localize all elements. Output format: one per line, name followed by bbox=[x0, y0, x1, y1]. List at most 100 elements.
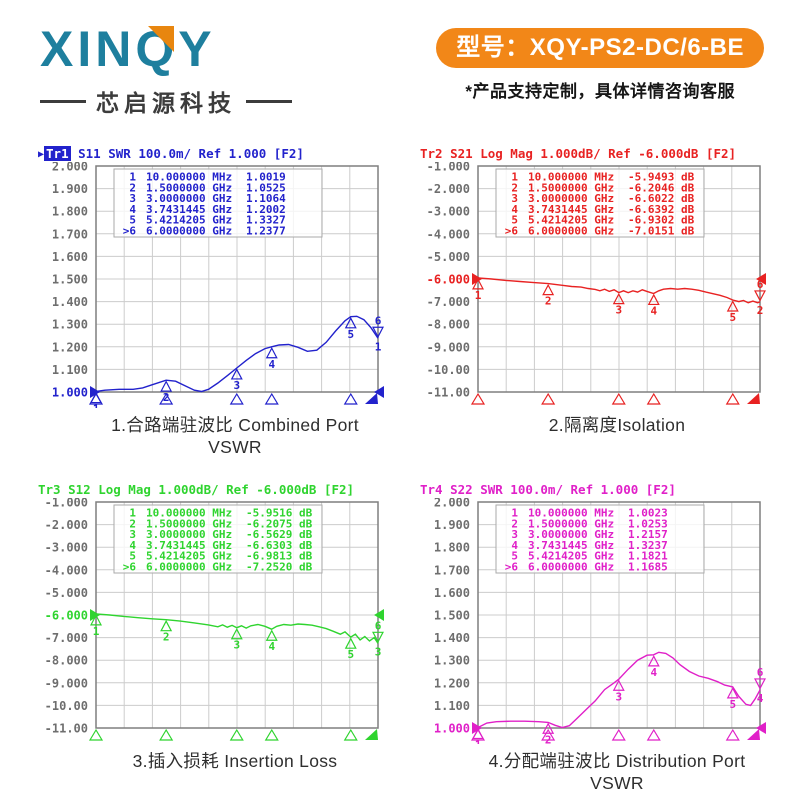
trace-line bbox=[95, 613, 379, 644]
chart-caption: 2.隔离度Isolation bbox=[548, 415, 686, 435]
marker-table-frequency: 1.5000000 GHz bbox=[528, 517, 614, 530]
marker-number: 3 bbox=[615, 690, 622, 703]
marker-table-value: 1.1685 bbox=[628, 561, 668, 574]
trace-label: Tr4 bbox=[420, 482, 443, 497]
marker-number: 5 bbox=[347, 648, 354, 661]
y-axis-tick-label: -7.000 bbox=[427, 295, 470, 309]
chart-panel-distribution-port-vswr: Tr4 S22 SWR 100.0m/ Ref 1.000 [F2] 2.000… bbox=[416, 482, 782, 794]
marker-table-value: -6.2046 dB bbox=[628, 181, 695, 194]
y-axis-tick-label: -4.000 bbox=[427, 227, 470, 241]
y-axis-tick-label: 2.000 bbox=[434, 498, 470, 510]
trace-line bbox=[477, 277, 761, 304]
stimulus-marker-triangle bbox=[541, 392, 556, 405]
marker-triangle bbox=[754, 290, 766, 302]
ref-level-arrow-right bbox=[374, 386, 384, 398]
y-axis-tick-label: 1.600 bbox=[434, 586, 470, 600]
marker-number: 6 bbox=[757, 666, 764, 679]
marker-number: 1 bbox=[93, 625, 100, 638]
marker-triangle bbox=[160, 619, 173, 632]
marker-table-frequency: 10.000000 MHz bbox=[528, 171, 614, 184]
marker-table-frequency: 5.4214205 GHz bbox=[146, 214, 232, 227]
chart-plot: 2.000 1.900 1.800 1.700 1.600 1.500 1.400 1.300… bbox=[434, 498, 766, 744]
marker-table-frequency: 5.4214205 GHz bbox=[146, 550, 232, 563]
y-axis-tick-label: -3.000 bbox=[427, 205, 470, 219]
active-trace-arrow-icon: ▶ bbox=[38, 149, 45, 160]
marker-table-value: -6.5629 dB bbox=[246, 528, 313, 541]
marker-number: 5 bbox=[729, 311, 736, 324]
marker-table-number: 4 bbox=[129, 203, 136, 216]
stimulus-marker-triangle bbox=[611, 392, 626, 405]
marker-table-frequency: 3.7431445 GHz bbox=[528, 203, 614, 216]
chart-header: Tr2 S21 Log Mag 1.000dB/ Ref -6.000dB [F… bbox=[420, 146, 782, 161]
marker-table-frequency: 6.0000000 GHz bbox=[528, 561, 614, 574]
charts-grid: ▶ Tr1 S11 SWR 100.0m/ Ref 1.000 [F2] 2.00… bbox=[0, 118, 800, 794]
stimulus-marker-triangle bbox=[264, 392, 279, 405]
marker-table-box bbox=[495, 168, 705, 238]
marker-number: 2 bbox=[163, 631, 170, 644]
ref-level-arrow-right bbox=[756, 273, 766, 285]
marker-table-number: 5 bbox=[511, 550, 518, 563]
marker-table-number: 4 bbox=[511, 203, 518, 216]
y-axis-tick-label: 1.900 bbox=[52, 182, 88, 196]
marker-table-number: 5 bbox=[511, 214, 518, 227]
marker-table-frequency: 1.5000000 GHz bbox=[146, 181, 232, 194]
marker-table-frequency: 3.0000000 GHz bbox=[528, 192, 614, 205]
marker-triangle bbox=[647, 293, 660, 306]
marker-triangle bbox=[726, 687, 739, 699]
chart-caption: 3.插入损耗 Insertion Loss bbox=[132, 751, 338, 771]
y-axis-tick-label: 1.300 bbox=[52, 318, 88, 332]
marker-table-number: 5 bbox=[129, 550, 136, 563]
y-axis-tick-label: 1.200 bbox=[52, 340, 88, 354]
marker-number: 2 bbox=[545, 733, 552, 744]
marker-table-number: 1 bbox=[511, 507, 518, 520]
y-axis-tick-label: -8.000 bbox=[427, 318, 470, 332]
chart-caption: 1.合路端驻波比 Combined Port VSWR bbox=[111, 415, 359, 457]
ref-level-arrow-left bbox=[90, 386, 100, 398]
y-axis-tick-label: -1.000 bbox=[427, 162, 470, 174]
marker-number: 4 bbox=[650, 304, 657, 317]
marker-table-value: 1.0525 bbox=[246, 181, 286, 194]
marker-table-number: 2 bbox=[129, 517, 136, 530]
dash-decoration bbox=[40, 99, 86, 103]
marker-table-number: >6 bbox=[123, 225, 137, 238]
marker-table-number: >6 bbox=[505, 225, 519, 238]
marker-triangle bbox=[726, 300, 739, 312]
y-axis-tick-label: 1.700 bbox=[52, 227, 88, 241]
marker-triangle bbox=[612, 292, 625, 305]
marker-table-number: 4 bbox=[129, 539, 136, 552]
stimulus-marker-triangle bbox=[88, 728, 104, 741]
trace-number-label: 1 bbox=[375, 340, 382, 353]
ref-level-arrow-left bbox=[90, 609, 100, 621]
logo: XINQY 芯启源科技 bbox=[40, 24, 292, 118]
chart-header: Tr4 S22 SWR 100.0m/ Ref 1.000 [F2] bbox=[420, 482, 782, 497]
stimulus-marker-triangle bbox=[229, 728, 244, 741]
marker-number: 2 bbox=[545, 295, 552, 308]
marker-triangle bbox=[344, 637, 357, 649]
marker-table-frequency: 5.4214205 GHz bbox=[528, 550, 614, 563]
stimulus-marker-triangle bbox=[88, 392, 104, 405]
model-badge: 型号：XQY-PS2-DC/6-BE bbox=[436, 28, 764, 68]
chart-caption: 4.分配端驻波比 Distribution Port VSWR bbox=[488, 751, 746, 793]
marker-table-frequency: 1.5000000 GHz bbox=[528, 181, 614, 194]
marker-table-number: >6 bbox=[505, 561, 519, 574]
y-axis-tick-label: -10.00 bbox=[45, 699, 88, 713]
marker-number: 6 bbox=[375, 314, 382, 327]
marker-table-number: 3 bbox=[511, 192, 518, 205]
trace-label: Tr1 bbox=[44, 146, 71, 161]
y-axis-tick-label: -4.000 bbox=[45, 563, 88, 577]
marker-triangle bbox=[647, 655, 660, 667]
y-axis-tick-label: -2.000 bbox=[45, 518, 88, 532]
marker-table-number: 3 bbox=[511, 528, 518, 541]
stimulus-marker-triangle bbox=[159, 728, 174, 741]
marker-table-number: 1 bbox=[129, 507, 136, 520]
marker-table-frequency: 6.0000000 GHz bbox=[146, 225, 232, 238]
marker-triangle bbox=[160, 380, 173, 392]
marker-triangle bbox=[230, 627, 243, 640]
logo-wordmark: XINQY bbox=[40, 21, 216, 77]
marker-number: 3 bbox=[233, 379, 240, 392]
y-axis-tick-label: 1.500 bbox=[52, 273, 88, 287]
stimulus-stop-triangle bbox=[747, 393, 760, 404]
marker-table-box bbox=[495, 504, 705, 574]
logo-subtitle-text: 芯启源科技 bbox=[96, 90, 236, 116]
marker-table-frequency: 3.0000000 GHz bbox=[146, 192, 232, 205]
